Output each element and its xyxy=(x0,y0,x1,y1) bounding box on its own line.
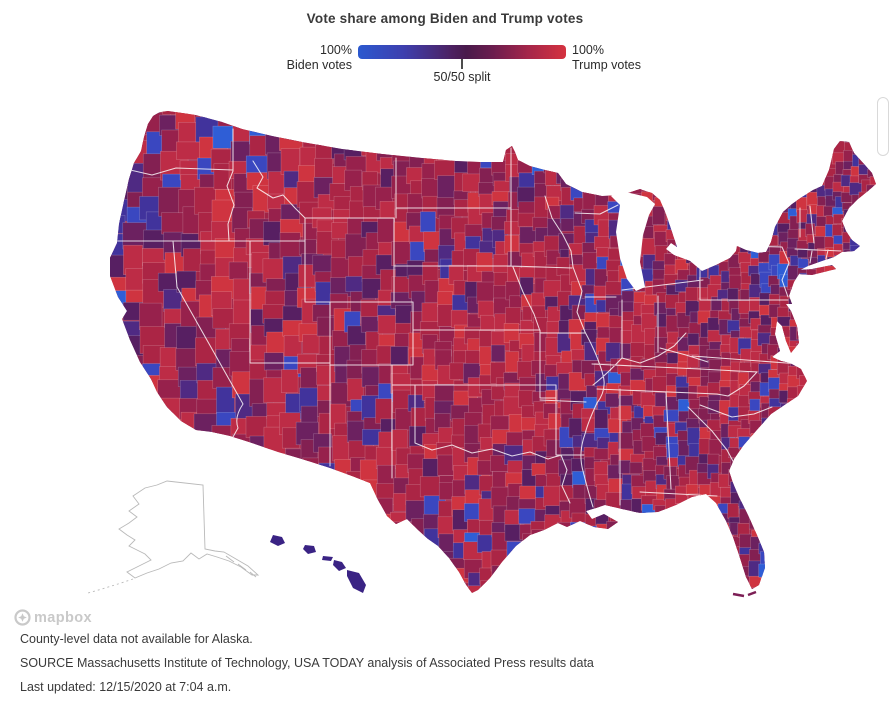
footnote-updated: Last updated: 12/15/2020 at 7:04 a.m. xyxy=(20,680,232,694)
footnote-source: SOURCE Massachusetts Institute of Techno… xyxy=(20,656,594,670)
mapbox-attribution[interactable]: mapbox xyxy=(14,609,92,626)
florida-keys xyxy=(732,590,757,598)
legend-trump-label: 100% Trump votes xyxy=(572,43,702,73)
legend-trump-value: 100% xyxy=(572,43,604,57)
legend-midpoint-label: 50/50 split xyxy=(433,70,491,84)
legend-biden-label: 100% Biden votes xyxy=(232,43,352,73)
county-mosaic-layer xyxy=(110,111,876,593)
legend-biden-value: 100% xyxy=(320,43,352,57)
map-title: Vote share among Biden and Trump votes xyxy=(306,11,584,26)
footnote-alaska: County-level data not available for Alas… xyxy=(20,632,253,646)
mapbox-wordmark: mapbox xyxy=(34,609,92,626)
lake-michigan-shape xyxy=(611,193,655,291)
legend-gradient-bar xyxy=(358,45,566,59)
contiguous-us xyxy=(110,111,876,593)
mapbox-logo-icon xyxy=(14,609,31,626)
legend-trump-text: Trump votes xyxy=(572,57,642,72)
legend-midpoint-tick xyxy=(461,59,463,69)
scrollbar-thumb[interactable] xyxy=(877,97,889,156)
state-borders xyxy=(110,128,842,508)
hawaii-islands xyxy=(270,535,366,593)
legend-biden-text: Biden votes xyxy=(286,57,352,72)
alaska-outline xyxy=(87,480,260,594)
